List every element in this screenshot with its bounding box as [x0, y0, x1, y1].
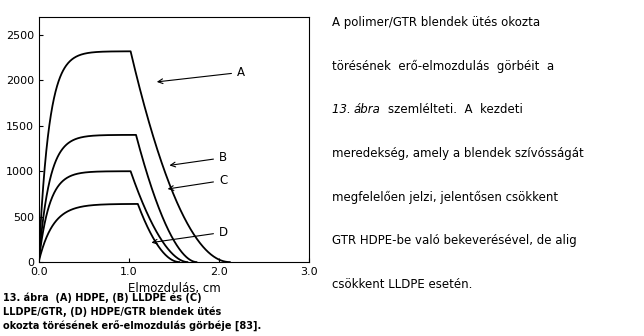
Text: meredekség, amely a blendek szívósságát: meredekség, amely a blendek szívósságát	[332, 147, 583, 160]
Text: 13. ábra  (A) HDPE, (B) LLDPE és (C)
LLDPE/GTR, (D) HDPE/GTR blendek ütés
okozta: 13. ábra (A) HDPE, (B) LLDPE és (C) LLDP…	[3, 292, 261, 332]
Text: 13.: 13.	[332, 103, 358, 117]
Y-axis label: Erő, N: Erő, N	[0, 122, 3, 157]
Text: A: A	[158, 66, 245, 84]
Text: D: D	[153, 226, 228, 244]
Text: ábra: ábra	[354, 103, 381, 117]
Text: GTR HDPE-be való bekeverésével, de alig: GTR HDPE-be való bekeverésével, de alig	[332, 234, 576, 247]
Text: A polimer/GTR blendek ütés okozta: A polimer/GTR blendek ütés okozta	[332, 16, 540, 29]
X-axis label: Elmozdulás, cm: Elmozdulás, cm	[128, 283, 220, 295]
Text: szemlélteti.  A  kezdeti: szemlélteti. A kezdeti	[388, 103, 523, 117]
Text: csökkent LLDPE esetén.: csökkent LLDPE esetén.	[332, 278, 472, 291]
Text: C: C	[169, 174, 227, 191]
Text: törésének  erő-elmozdulás  görbéit  a: törésének erő-elmozdulás görbéit a	[332, 60, 554, 73]
Text: megfelelően jelzi, jelentősen csökkent: megfelelően jelzi, jelentősen csökkent	[332, 191, 558, 204]
Text: B: B	[171, 151, 227, 167]
